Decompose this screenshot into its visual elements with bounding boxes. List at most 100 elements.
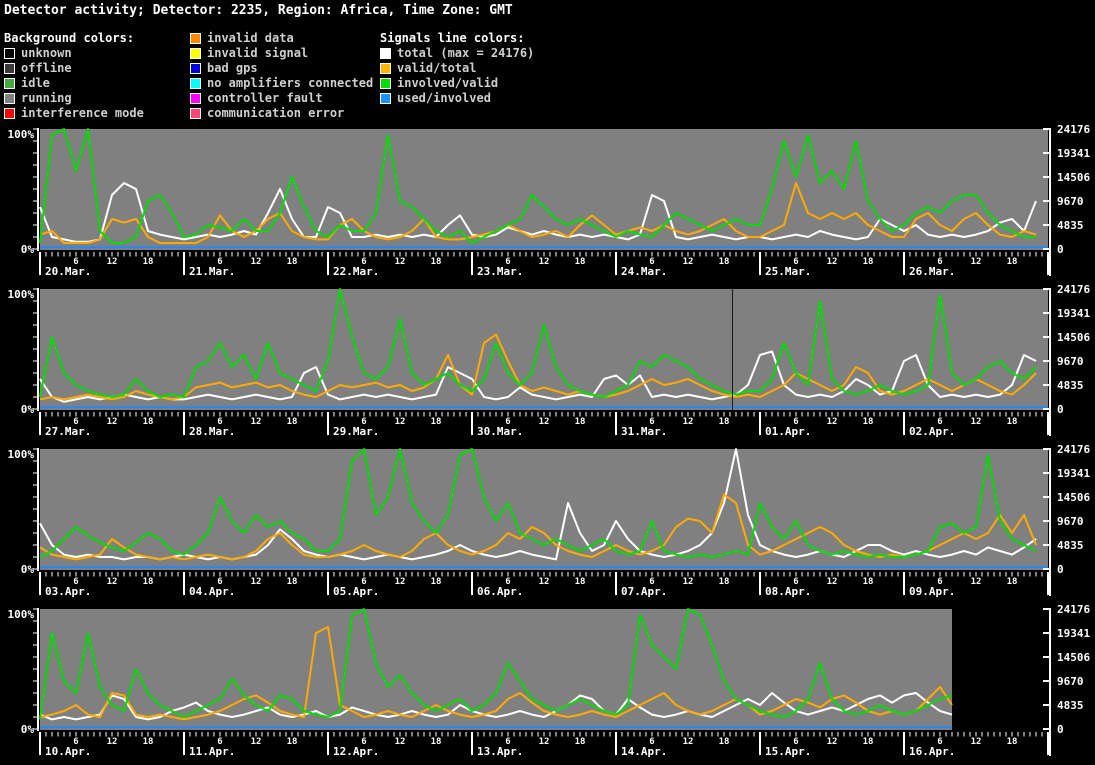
hour-label: 6 (217, 417, 222, 427)
hour-ticks (45, 732, 1043, 737)
date-label: 09.Apr. (909, 585, 955, 598)
legend-item-bad-gps: bad gps (190, 61, 373, 76)
line-involved-valid (39, 448, 1037, 558)
right-axis-tick (1043, 544, 1050, 546)
hour-label: 18 (1007, 417, 1018, 427)
legend-swatch-interference-mode (4, 108, 15, 119)
hour-label: 12 (251, 577, 262, 587)
hour-label: 12 (971, 577, 982, 587)
date-label: 10.Apr. (45, 745, 91, 758)
right-axis-label: 19341 (1057, 307, 1090, 320)
day-tick (903, 412, 905, 435)
date-label: 23.Mar. (477, 265, 523, 278)
left-axis-label-100: 100% (8, 448, 35, 461)
hour-label: 18 (431, 577, 442, 587)
day-tick (39, 572, 41, 595)
legend-item-invalid-data: invalid data (190, 31, 373, 46)
legend-label: invalid signal (207, 46, 309, 60)
date-label: 25.Mar. (765, 265, 811, 278)
day-tick (615, 732, 617, 755)
left-axis-label-100: 100% (8, 128, 35, 141)
hour-label: 6 (649, 577, 654, 587)
legend-label: invalid data (207, 31, 294, 45)
left-axis-ticks (33, 128, 37, 250)
line-total (39, 448, 1037, 561)
axis-end-tick (1047, 252, 1049, 275)
legend: Background colors: unknown offline idle run… (0, 31, 1095, 123)
right-axis-tick (1043, 152, 1050, 154)
legend-item-no-amplifiers-connected: no amplifiers connected (190, 76, 373, 91)
right-axis-label: 24176 (1057, 445, 1090, 456)
right-axis-label: 0 (1057, 563, 1064, 576)
hour-label: 18 (1007, 577, 1018, 587)
date-label: 26.Mar. (909, 265, 955, 278)
day-tick (615, 572, 617, 595)
hour-ticks (45, 572, 1043, 577)
hour-label: 18 (143, 417, 154, 427)
hour-label: 18 (287, 417, 298, 427)
left-axis-label-0: 0% (21, 563, 35, 576)
line-valid-total (39, 626, 953, 721)
hour-label: 18 (1007, 257, 1018, 267)
hour-label: 6 (73, 577, 78, 587)
legend-item-running: running (4, 91, 144, 106)
hour-label: 18 (431, 257, 442, 267)
day-tick (327, 572, 329, 595)
right-axis-label: 19341 (1057, 467, 1090, 480)
right-axis-tick (1043, 656, 1050, 658)
date-label: 14.Apr. (621, 745, 667, 758)
hour-label: 18 (143, 577, 154, 587)
date-label: 02.Apr. (909, 425, 955, 438)
cursor-line[interactable] (732, 289, 733, 410)
legend-label: running (21, 91, 72, 105)
chart-panel-week-3: 100% 0% 24176 19341 14506 9670 4835 0 6 12 18 03.Ap… (0, 445, 1095, 605)
hour-label: 6 (937, 577, 942, 587)
legend-item-unknown: unknown (4, 46, 144, 61)
day-tick (759, 732, 761, 755)
day-tick (615, 252, 617, 275)
right-axis-tick (1043, 448, 1050, 450)
axis-end-tick (1047, 572, 1049, 595)
legend-column-background-colors: Background colors: unknown offline idle run… (4, 31, 144, 121)
date-label: 11.Apr. (189, 745, 235, 758)
hour-label: 6 (649, 417, 654, 427)
hour-label: 18 (719, 737, 730, 747)
right-axis-label: 14506 (1057, 491, 1090, 504)
day-tick (183, 412, 185, 435)
day-tick (471, 252, 473, 275)
right-axis-label: 24176 (1057, 125, 1090, 136)
day-tick (471, 572, 473, 595)
line-total (39, 350, 1037, 403)
day-tick (759, 412, 761, 435)
right-axis-tick (1043, 128, 1050, 130)
hour-label: 18 (719, 257, 730, 267)
hour-label: 18 (1007, 737, 1018, 747)
plot-area[interactable] (40, 129, 1048, 250)
legend-swatch-running (4, 93, 15, 104)
hour-label: 12 (107, 417, 118, 427)
hour-label: 6 (793, 737, 798, 747)
left-axis-label-0: 0% (21, 723, 35, 736)
hour-label: 18 (863, 257, 874, 267)
hour-label: 18 (575, 417, 586, 427)
hour-label: 18 (863, 737, 874, 747)
legend-label: offline (21, 61, 72, 75)
right-axis-label: 4835 (1057, 539, 1084, 552)
chart-panel-week-1: 100% 0% 24176 19341 14506 9670 4835 0 6 12 18 20.Ma… (0, 125, 1095, 285)
day-tick (183, 252, 185, 275)
hour-label: 18 (575, 737, 586, 747)
line-total (39, 182, 1037, 243)
legend-swatch-offline (4, 63, 15, 74)
day-tick (903, 252, 905, 275)
date-label: 08.Apr. (765, 585, 811, 598)
plot-area[interactable] (40, 449, 1048, 570)
hour-label: 6 (649, 257, 654, 267)
right-axis-tick (1043, 704, 1050, 706)
legend-header-signal-line-colors: Signals line colors: (380, 31, 525, 45)
chart-panel-week-2: 100% 0% 24176 19341 14506 9670 4835 0 6 12 18 27.Ma… (0, 285, 1095, 445)
legend-swatch-involved-valid (380, 78, 391, 89)
day-tick (183, 732, 185, 755)
date-label: 28.Mar. (189, 425, 235, 438)
hour-label: 12 (971, 737, 982, 747)
chart-svg: 100% 0% 24176 19341 14506 9670 4835 0 6 12 18 20.Ma… (8, 125, 1091, 278)
